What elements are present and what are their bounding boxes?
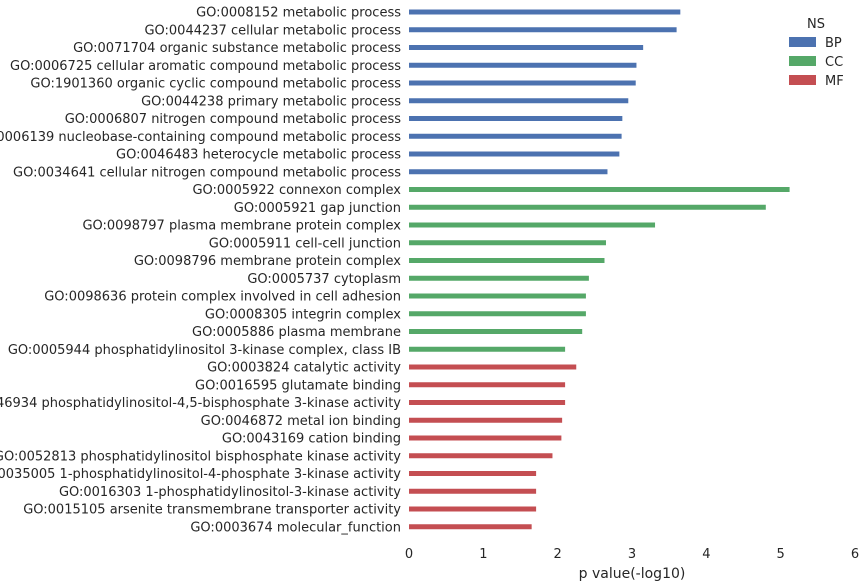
- category-label: GO:0005886 plasma membrane: [192, 325, 401, 340]
- category-label: GO:0005944 phosphatidylinositol 3-kinase…: [8, 343, 401, 358]
- legend-swatch: [789, 37, 816, 47]
- legend: NS BP CC MF: [789, 17, 844, 89]
- legend-label: CC: [825, 55, 843, 70]
- x-axis-ticks: 0 1 2 3 4 5 6: [405, 547, 859, 562]
- bar: [409, 382, 566, 388]
- bar: [409, 169, 608, 175]
- category-label: GO:0044237 cellular metabolic process: [144, 23, 401, 38]
- category-label: GO:0035005 1-phosphatidylinositol-4-phos…: [0, 467, 401, 482]
- x-tick-label: 5: [777, 547, 785, 562]
- legend-entries: BP CC MF: [789, 36, 844, 89]
- category-label: GO:0016303 1-phosphatidylinositol-3-kina…: [59, 485, 401, 500]
- bar: [409, 98, 629, 104]
- category-label: GO:0098797 plasma membrane protein compl…: [82, 219, 401, 234]
- category-label: GO:0005922 connexon complex: [192, 183, 401, 198]
- bar: [409, 506, 537, 512]
- legend-label: BP: [825, 36, 842, 51]
- bar: [409, 151, 620, 157]
- bar: [409, 187, 790, 192]
- bar: [409, 258, 605, 263]
- category-label: GO:0046872 metal ion binding: [201, 414, 401, 429]
- category-label: GO:0034641 cellular nitrogen compound me…: [13, 165, 401, 180]
- category-label: GO:1901360 organic cyclic compound metab…: [30, 77, 401, 92]
- legend-swatch: [789, 56, 816, 66]
- bar: [409, 471, 537, 476]
- x-axis-label: p value(-log10): [579, 566, 686, 582]
- legend-swatch: [789, 75, 816, 85]
- bar: [409, 311, 586, 317]
- bar: [409, 275, 589, 281]
- bar: [409, 435, 562, 441]
- bar: [409, 417, 563, 423]
- category-label: GO:0003824 catalytic activity: [207, 361, 401, 376]
- category-label: GO:0003674 molecular_function: [190, 520, 401, 535]
- category-label: GO:0005737 cytoplasm: [247, 272, 401, 287]
- category-label: GO:0098636 protein complex involved in c…: [44, 290, 401, 305]
- bar: [409, 488, 537, 494]
- category-label: GO:0043169 cation binding: [222, 432, 401, 447]
- bar: [409, 204, 766, 210]
- category-label: GO:0044238 primary metabolic process: [141, 94, 401, 109]
- category-label: GO:0046934 phosphatidylinositol-4,5-bisp…: [0, 396, 401, 411]
- bar: [409, 27, 677, 33]
- bar: [409, 524, 532, 530]
- category-labels: GO:0008152 metabolic process GO:0044237 c…: [0, 6, 401, 536]
- category-label: GO:0015105 arsenite transmembrane transp…: [23, 503, 401, 518]
- x-tick-label: 3: [628, 547, 636, 562]
- x-tick-label: 0: [405, 547, 413, 562]
- category-label: GO:0005921 gap junction: [234, 201, 401, 216]
- bar: [409, 133, 622, 139]
- bar: [409, 9, 681, 15]
- category-label: GO:0008152 metabolic process: [196, 6, 401, 21]
- x-tick-label: 4: [702, 547, 710, 562]
- category-label: GO:0006807 nitrogen compound metabolic p…: [65, 112, 402, 127]
- category-label: GO:0006725 cellular aromatic compound me…: [10, 59, 401, 74]
- bar: [409, 293, 586, 299]
- bar: [409, 222, 656, 228]
- x-tick-label: 1: [479, 547, 487, 562]
- category-label: GO:0008305 integrin complex: [205, 307, 401, 322]
- category-label: GO:0071704 organic substance metabolic p…: [73, 41, 401, 56]
- category-label: GO:0098796 membrane protein complex: [134, 254, 401, 269]
- legend-label: MF: [825, 74, 844, 89]
- bar: [409, 453, 553, 459]
- bar: [409, 80, 636, 86]
- bar: [409, 45, 644, 50]
- bar: [409, 364, 577, 370]
- category-label: GO:0006139 nucleobase-containing compoun…: [0, 130, 401, 145]
- bar: [409, 329, 583, 334]
- bar: [409, 62, 637, 68]
- category-label: GO:0016595 glutamate binding: [195, 378, 401, 393]
- bar: [409, 240, 606, 246]
- bar: [409, 116, 623, 121]
- category-label: GO:0046483 heterocycle metabolic process: [116, 148, 401, 163]
- category-label: GO:0005911 cell-cell junction: [209, 236, 401, 251]
- legend-title: NS: [807, 17, 825, 32]
- bar: [409, 346, 566, 352]
- x-tick-label: 2: [554, 547, 562, 562]
- bar: [409, 400, 566, 405]
- category-label: GO:0052813 phosphatidylinositol bisphosp…: [0, 449, 401, 464]
- x-tick-label: 6: [851, 547, 859, 562]
- bars-layer: [409, 9, 790, 530]
